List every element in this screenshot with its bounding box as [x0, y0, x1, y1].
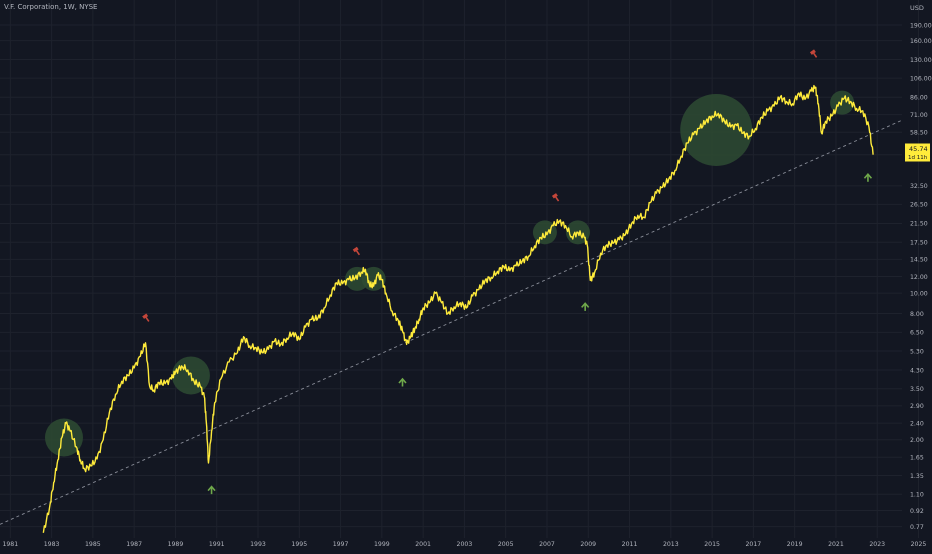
y-tick-label: 4.30 — [910, 367, 924, 374]
price-line-layer — [42, 84, 874, 533]
y-tick-label: 17.50 — [910, 239, 928, 246]
sell-marker-handle — [555, 196, 560, 202]
price-tag-box — [905, 143, 930, 162]
trendline-layer — [0, 119, 903, 525]
y-tick-label: 1.35 — [910, 473, 924, 480]
y-tick-label: 71.00 — [910, 112, 928, 119]
y-tick-label: 1.10 — [910, 491, 924, 498]
highlight-circle — [680, 93, 753, 166]
x-tick-label: 2013 — [663, 541, 679, 548]
x-tick-label: 1981 — [2, 541, 18, 548]
x-tick-label: 2019 — [787, 541, 803, 548]
y-tick-label: 0.92 — [910, 508, 924, 515]
x-tick-label: 2015 — [704, 541, 720, 548]
x-tick-label: 1989 — [168, 541, 184, 548]
y-tick-label: 86.00 — [910, 94, 928, 101]
sell-marker-head — [809, 49, 816, 55]
x-tick-label: 1993 — [250, 541, 266, 548]
y-tick-label: 26.50 — [910, 202, 928, 209]
buy-arrow-icon — [398, 377, 407, 384]
x-tick-label: 1985 — [85, 541, 101, 548]
chart-title: V.F. Corporation, 1W, NYSE — [4, 3, 98, 11]
x-tick-label: 2021 — [828, 541, 844, 548]
sell-marker-icon — [809, 49, 818, 58]
y-tick-label: 12.00 — [910, 274, 928, 281]
x-tick-label: 2001 — [415, 541, 431, 548]
x-tick-label: 2003 — [457, 541, 473, 548]
buy-arrow-icon — [863, 173, 873, 179]
y-tick-label: 2.40 — [910, 420, 924, 427]
y-tick-label: 8.00 — [910, 311, 924, 318]
y-tick-label: 2.00 — [910, 437, 924, 444]
y-tick-label: 160.00 — [910, 38, 932, 45]
sell-marker-icon — [352, 246, 361, 256]
grid-layer — [0, 0, 920, 538]
sell-marker-head — [551, 193, 558, 199]
x-tick-label: 1995 — [291, 541, 307, 548]
price-tag-countdown: 1d 11h — [908, 155, 928, 161]
x-tick-label: 2011 — [622, 541, 638, 548]
x-tick-label: 2005 — [498, 541, 514, 548]
y-tick-label: 106.00 — [910, 75, 932, 82]
last-price-tag: 45.74 1d 11h — [905, 143, 930, 162]
trendline — [0, 119, 903, 525]
highlight-circle — [361, 266, 386, 291]
x-tick-label: 1997 — [333, 541, 349, 548]
sell-marker-handle — [145, 316, 150, 322]
price-tag-value: 45.74 — [909, 145, 928, 153]
y-tick-label: 3.50 — [910, 386, 924, 393]
price-line — [42, 84, 874, 533]
y-tick-label: 0.77 — [910, 524, 924, 531]
x-tick-label: 2025 — [911, 541, 927, 548]
x-tick-label: 1991 — [209, 541, 225, 548]
y-tick-label: 21.50 — [910, 221, 928, 228]
x-tick-label: 2009 — [580, 541, 596, 548]
price-axis[interactable]: USD 190.00 160.00 130.00 106.00 86.00 71.00 58… — [910, 4, 932, 531]
y-tick-label: 58.50 — [910, 130, 928, 137]
sell-marker-head — [142, 313, 149, 319]
x-tick-label: 2007 — [539, 541, 555, 548]
x-tick-label: 1999 — [374, 541, 390, 548]
y-tick-label: 10.00 — [910, 290, 928, 297]
y-tick-label: 190.00 — [910, 22, 932, 29]
y-tick-label: 14.50 — [910, 257, 928, 264]
buy-arrow-icon — [207, 485, 216, 492]
buy-arrow-icon — [581, 302, 590, 308]
x-tick-label: 2017 — [746, 541, 762, 548]
x-tick-label: 2023 — [869, 541, 885, 548]
y-tick-label: 32.50 — [910, 183, 928, 190]
sell-marker-handle — [355, 250, 361, 256]
marker-layer — [142, 49, 873, 495]
sell-marker-handle — [813, 52, 818, 58]
sell-marker-icon — [551, 193, 560, 202]
highlight-circle — [44, 418, 83, 457]
sell-marker-head — [352, 246, 359, 253]
x-tick-label: 1983 — [44, 541, 60, 548]
y-tick-label: 5.30 — [910, 348, 924, 355]
y-tick-label: 130.00 — [910, 57, 932, 64]
y-tick-label: 2.90 — [910, 403, 924, 410]
x-tick-label: 1987 — [126, 541, 142, 548]
y-tick-label: 1.65 — [910, 455, 924, 462]
time-axis[interactable]: 1981 1983 1985 1987 1989 1991 1993 1995 1997 1999… — [2, 541, 926, 548]
sell-marker-icon — [142, 313, 150, 322]
currency-label: USD — [910, 4, 924, 12]
y-tick-label: 6.50 — [910, 330, 924, 337]
